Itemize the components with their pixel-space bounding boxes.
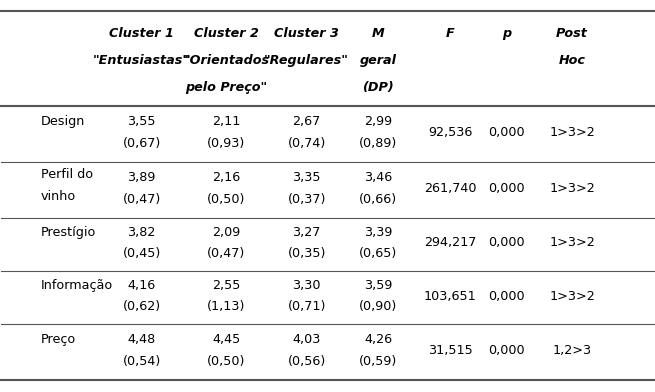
Text: Preço: Preço [41,333,76,346]
Text: (0,66): (0,66) [360,193,398,206]
Text: (0,89): (0,89) [359,137,398,150]
Text: vinho: vinho [41,191,76,203]
Text: Perfil do: Perfil do [41,168,92,181]
Text: (0,47): (0,47) [122,193,160,206]
Text: Design: Design [41,115,85,128]
Text: p: p [502,27,512,40]
Text: Cluster 2: Cluster 2 [194,27,259,40]
Text: 3,89: 3,89 [128,171,156,184]
Text: Prestígio: Prestígio [41,226,96,239]
Text: (0,65): (0,65) [359,247,398,260]
Text: 0,000: 0,000 [489,126,525,139]
Text: (0,45): (0,45) [122,247,160,260]
Text: M: M [372,27,384,40]
Text: 2,11: 2,11 [212,115,240,128]
Text: (0,56): (0,56) [288,355,326,368]
Text: 1>3>2: 1>3>2 [549,290,595,303]
Text: 3,30: 3,30 [292,279,321,292]
Text: 0,000: 0,000 [489,182,525,195]
Text: (1,13): (1,13) [207,300,246,313]
Text: "Orientados: "Orientados [183,54,269,67]
Text: 2,09: 2,09 [212,226,240,239]
Text: 4,26: 4,26 [364,333,392,346]
Text: (0,50): (0,50) [207,193,246,206]
Text: 3,39: 3,39 [364,226,392,239]
Text: (0,50): (0,50) [207,355,246,368]
Text: 1,2>3: 1,2>3 [553,344,591,357]
Text: (0,59): (0,59) [359,355,398,368]
Text: (DP): (DP) [362,81,394,94]
Text: Cluster 3: Cluster 3 [274,27,339,40]
Text: 3,35: 3,35 [292,171,321,184]
Text: (0,90): (0,90) [359,300,398,313]
Text: 4,45: 4,45 [212,333,240,346]
Text: 4,03: 4,03 [292,333,321,346]
Text: 0,000: 0,000 [489,236,525,249]
Text: "Regulares": "Regulares" [264,54,349,67]
Text: 261,740: 261,740 [424,182,476,195]
Text: 1>3>2: 1>3>2 [549,126,595,139]
Text: 3,59: 3,59 [364,279,392,292]
Text: 2,55: 2,55 [212,279,240,292]
Text: 3,82: 3,82 [128,226,156,239]
Text: (0,74): (0,74) [288,137,326,150]
Text: pelo Preço": pelo Preço" [185,81,267,94]
Text: (0,54): (0,54) [122,355,160,368]
Text: 4,16: 4,16 [128,279,156,292]
Text: Cluster 1: Cluster 1 [109,27,174,40]
Text: (0,71): (0,71) [288,300,326,313]
Text: 0,000: 0,000 [489,344,525,357]
Text: 3,27: 3,27 [292,226,321,239]
Text: (0,62): (0,62) [122,300,160,313]
Text: 103,651: 103,651 [424,290,476,303]
Text: 2,16: 2,16 [212,171,240,184]
Text: Post: Post [556,27,588,40]
Text: 4,48: 4,48 [128,333,156,346]
Text: 2,67: 2,67 [293,115,321,128]
Text: 1>3>2: 1>3>2 [549,236,595,249]
Text: 31,515: 31,515 [428,344,472,357]
Text: (0,35): (0,35) [288,247,326,260]
Text: (0,93): (0,93) [207,137,246,150]
Text: Hoc: Hoc [559,54,586,67]
Text: F: F [446,27,455,40]
Text: 3,46: 3,46 [364,171,392,184]
Text: (0,47): (0,47) [207,247,246,260]
Text: "Entusiastas": "Entusiastas" [93,54,190,67]
Text: 0,000: 0,000 [489,290,525,303]
Text: (0,67): (0,67) [122,137,160,150]
Text: 3,55: 3,55 [127,115,156,128]
Text: 294,217: 294,217 [424,236,476,249]
Text: Informação: Informação [41,279,113,292]
Text: 92,536: 92,536 [428,126,472,139]
Text: (0,37): (0,37) [288,193,326,206]
Text: geral: geral [360,54,397,67]
Text: 1>3>2: 1>3>2 [549,182,595,195]
Text: 2,99: 2,99 [364,115,392,128]
